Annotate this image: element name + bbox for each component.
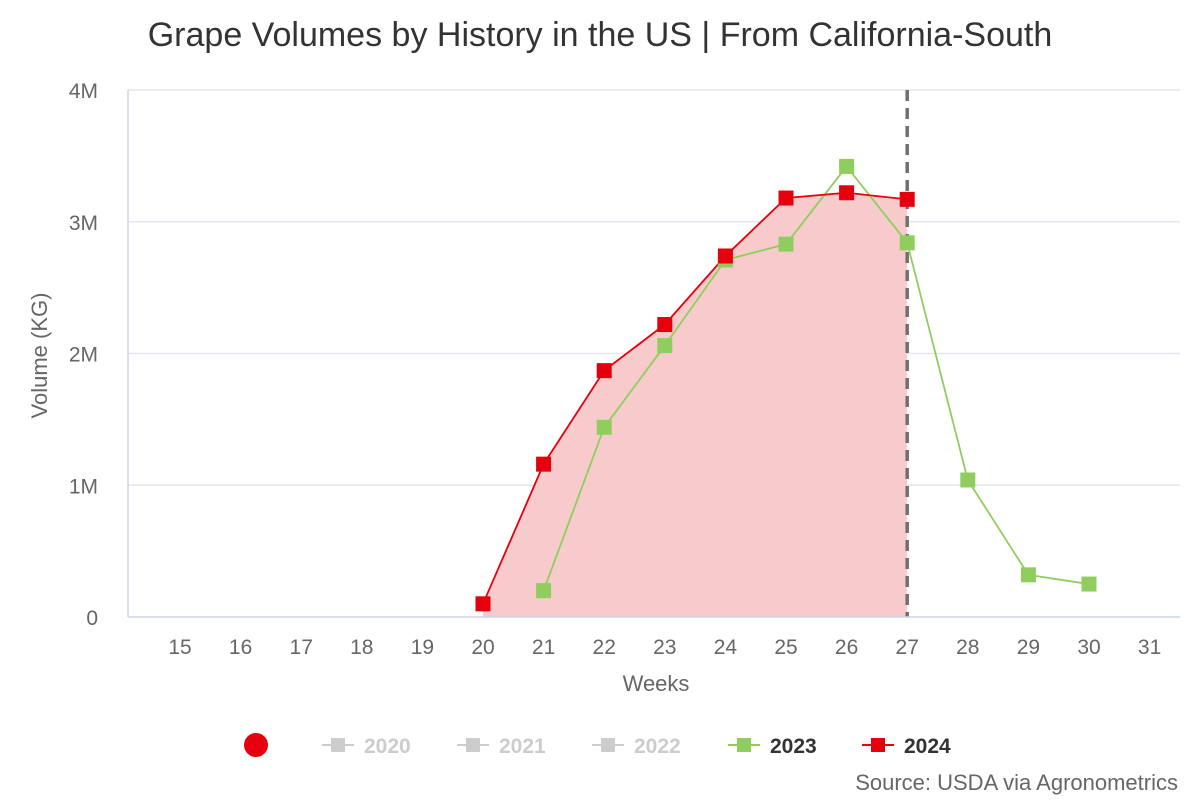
x-tick-label: 29 bbox=[1017, 636, 1040, 659]
y-tick-label: 2M bbox=[69, 344, 98, 367]
x-tick-label: 21 bbox=[532, 636, 555, 659]
series-2023-line bbox=[542, 165, 1090, 591]
x-tick-label: 31 bbox=[1138, 636, 1161, 659]
series-2024-point bbox=[717, 248, 733, 264]
legend-label: 2024 bbox=[904, 735, 951, 758]
x-tick-label: 15 bbox=[168, 636, 191, 659]
x-axis-title: Weeks bbox=[623, 671, 690, 696]
x-tick-label: 20 bbox=[471, 636, 494, 659]
legend-label: 2021 bbox=[499, 735, 546, 758]
legend-label: 2023 bbox=[770, 735, 817, 758]
legend-label: 2020 bbox=[364, 735, 411, 758]
legend-item-2022[interactable]: 2022 bbox=[592, 735, 681, 758]
legend-swatch-marker bbox=[601, 738, 615, 752]
legend-item-2024[interactable]: 2024 bbox=[862, 735, 951, 758]
chart-title: Grape Volumes by History in the US | Fro… bbox=[147, 16, 1053, 54]
series-2023-point bbox=[536, 583, 552, 599]
series-2024-point bbox=[839, 185, 855, 201]
legend-swatch-marker bbox=[466, 738, 480, 752]
series-line-layer bbox=[482, 165, 1090, 605]
series-2024-point bbox=[596, 363, 612, 379]
series-2023-point bbox=[596, 419, 612, 435]
y-tick-label: 3M bbox=[69, 212, 98, 235]
x-tick-label: 25 bbox=[774, 636, 797, 659]
x-tick-label: 18 bbox=[350, 636, 373, 659]
series-2023-point bbox=[778, 236, 794, 252]
series-2023-point bbox=[657, 338, 673, 354]
series-2024-point bbox=[475, 596, 491, 612]
series-area-layer bbox=[483, 192, 908, 617]
series-2023-point bbox=[839, 158, 855, 174]
axes: 0 1M 2M 3M 4M 15 16 17 18 19 20 21 22 23 24 25 26 27 28 29 3… bbox=[27, 80, 1180, 696]
x-tick-label: 22 bbox=[593, 636, 616, 659]
legend-label: 2022 bbox=[634, 735, 681, 758]
y-tick-label: 4M bbox=[69, 80, 98, 103]
x-tick-label: 19 bbox=[411, 636, 434, 659]
x-tick-label: 30 bbox=[1077, 636, 1100, 659]
series-point-layer bbox=[475, 158, 1097, 612]
series-2024-point bbox=[778, 190, 794, 206]
series-2023-point bbox=[960, 472, 976, 488]
legend-swatch-marker bbox=[871, 738, 885, 752]
x-tick-label: 27 bbox=[896, 636, 919, 659]
legend-dot-marker bbox=[244, 733, 268, 757]
x-tick-label: 23 bbox=[653, 636, 676, 659]
y-axis-title: Volume (KG) bbox=[27, 293, 52, 419]
source-label: Source: USDA via Agronometrics bbox=[855, 770, 1178, 795]
series-2024-point bbox=[657, 317, 673, 333]
legend-swatch-marker bbox=[331, 738, 345, 752]
x-tick-label: 26 bbox=[835, 636, 858, 659]
legend-item-2021[interactable]: 2021 bbox=[457, 735, 546, 758]
series-2023-point bbox=[1020, 567, 1036, 583]
series-2024-point bbox=[899, 191, 915, 207]
series-2023-point bbox=[899, 235, 915, 251]
x-tick-label: 24 bbox=[714, 636, 738, 659]
legend-swatch-marker bbox=[737, 738, 751, 752]
series-2024-point bbox=[536, 456, 552, 472]
legend[interactable]: 2020 2021 2022 2023 2024 bbox=[244, 733, 951, 758]
series-2024-area bbox=[483, 192, 908, 617]
legend-item-2023[interactable]: 2023 bbox=[728, 735, 817, 758]
legend-item-2020[interactable]: 2020 bbox=[322, 735, 411, 758]
y-tick-label: 0 bbox=[86, 607, 98, 630]
y-tick-label: 1M bbox=[69, 475, 98, 498]
series-2024-line bbox=[482, 191, 908, 605]
x-tick-label: 28 bbox=[956, 636, 979, 659]
series-2023-point bbox=[1081, 576, 1097, 592]
x-tick-label: 16 bbox=[229, 636, 252, 659]
x-tick-label: 17 bbox=[290, 636, 313, 659]
